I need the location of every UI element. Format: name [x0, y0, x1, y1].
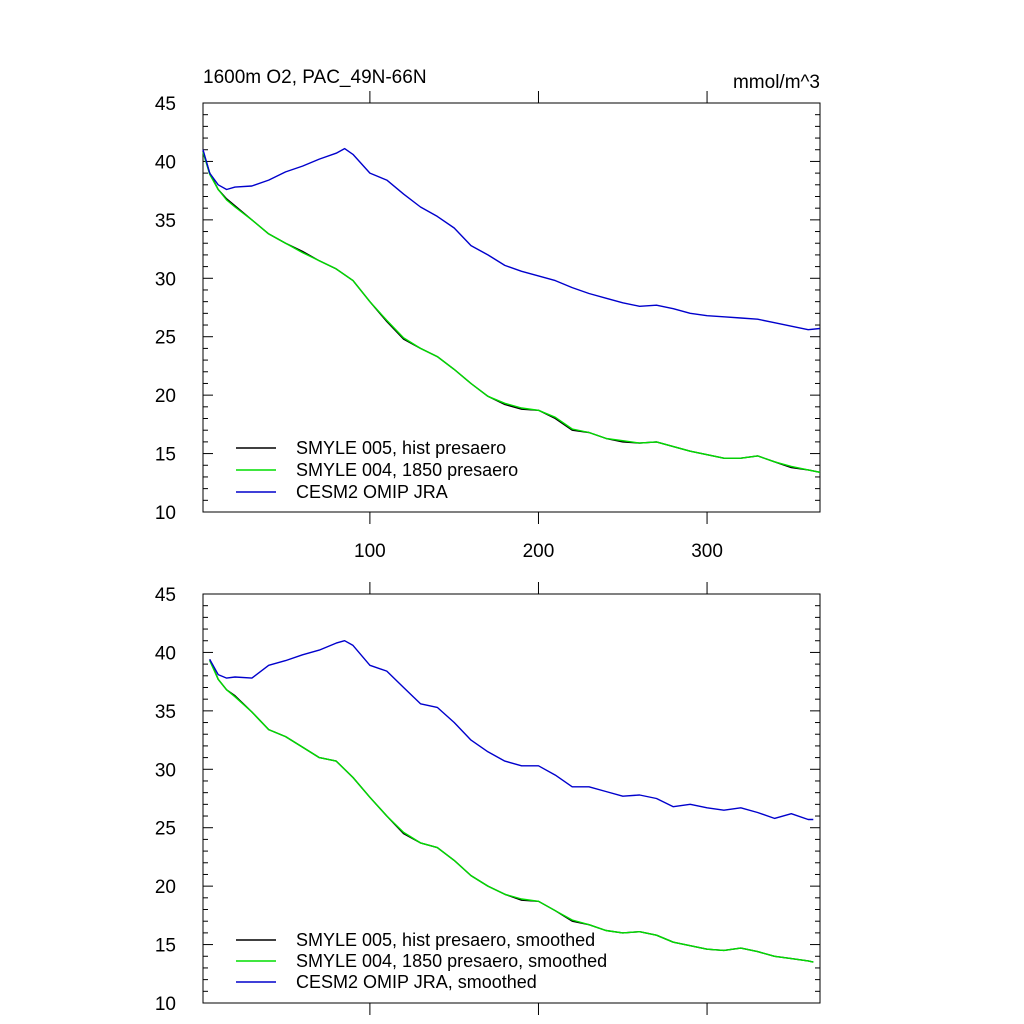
- series-line: [209, 659, 814, 963]
- y-tick-label: 35: [155, 702, 176, 723]
- x-tick-label: 300: [691, 541, 723, 562]
- legend-label: SMYLE 005, hist presaero: [296, 438, 506, 458]
- y-tick-label: 15: [155, 936, 176, 957]
- series-line: [209, 640, 814, 821]
- units-label: mmol/m^3: [733, 72, 820, 93]
- x-tick-label: 100: [354, 541, 386, 562]
- top-panel: 10 15 20 25 30 35 40 45 100 200 300 SMYLE 005, hist…: [155, 91, 821, 562]
- legend-label: SMYLE 004, 1850 presaero, smoothed: [296, 951, 607, 971]
- y-tick-label: 30: [155, 269, 176, 290]
- y-tick-label: 45: [155, 94, 176, 115]
- legend-label: SMYLE 004, 1850 presaero: [296, 460, 518, 480]
- y-tick-label: 40: [155, 643, 176, 664]
- bottom-panel: 10 15 20 25 30 35 40 45 SMYLE 005, hist presaero…: [155, 582, 821, 1015]
- legend-label: CESM2 OMIP JRA: [296, 482, 448, 502]
- y-tick-label: 25: [155, 328, 176, 349]
- series-line: [202, 151, 821, 473]
- plot-frame: [202, 102, 821, 513]
- y-tick-label: 45: [155, 585, 176, 606]
- y-tick-label: 10: [155, 994, 176, 1015]
- chart-title: 1600m O2, PAC_49N-66N: [203, 67, 427, 88]
- y-tick-label: 20: [155, 386, 176, 407]
- y-tick-label: 40: [155, 152, 176, 173]
- x-tick-label: 200: [523, 541, 555, 562]
- y-tick-label: 15: [155, 445, 176, 466]
- plot-frame: [202, 593, 821, 1004]
- legend-label: CESM2 OMIP JRA, smoothed: [296, 972, 537, 992]
- y-tick-label: 10: [155, 503, 176, 524]
- y-tick-label: 20: [155, 877, 176, 898]
- y-tick-label: 25: [155, 819, 176, 840]
- y-tick-label: 35: [155, 211, 176, 232]
- series-line: [209, 660, 814, 963]
- legend-label: SMYLE 005, hist presaero, smoothed: [296, 930, 595, 950]
- y-tick-label: 30: [155, 760, 176, 781]
- series-line: [202, 150, 821, 473]
- series-line: [202, 147, 821, 331]
